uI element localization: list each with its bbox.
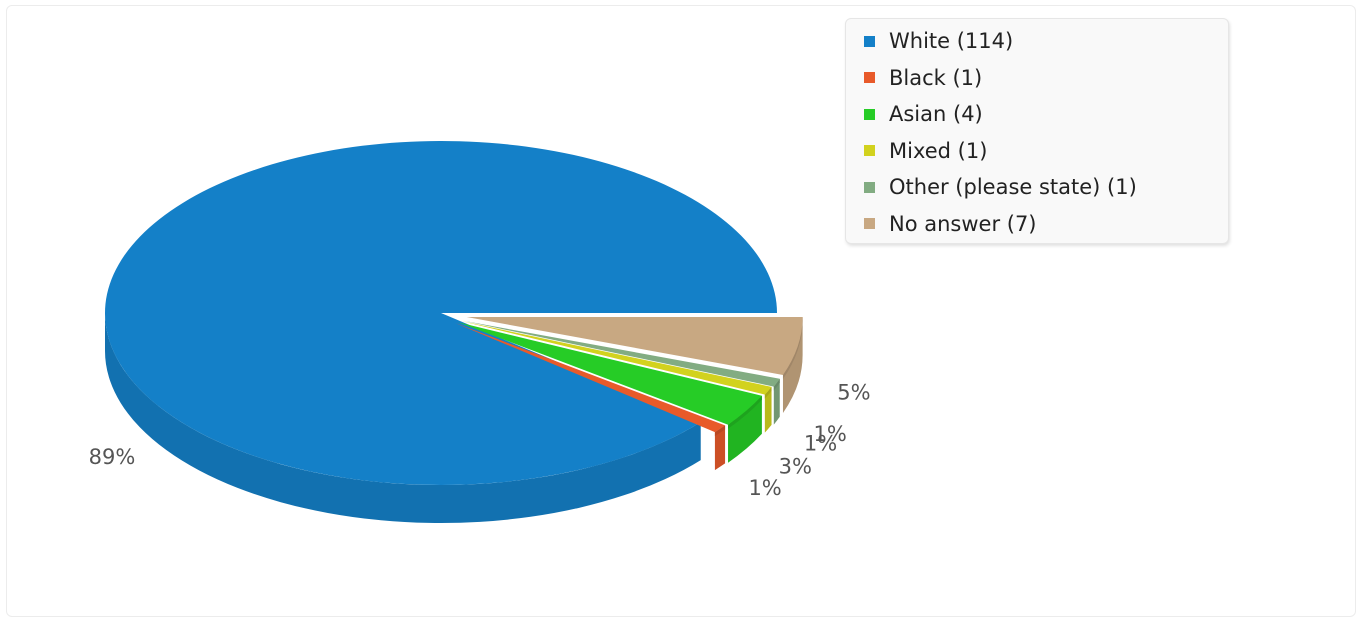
legend-swatch	[864, 181, 875, 193]
pie-label-black: 1%	[748, 476, 781, 500]
pie-side-mixed	[764, 386, 772, 433]
legend-item-asian[interactable]: Asian (4)	[846, 96, 1228, 133]
pie-label-no-answer: 5%	[837, 380, 870, 404]
pie-slice-white	[105, 141, 777, 486]
pie-slice-asian	[458, 322, 762, 425]
legend-label: White (114)	[889, 29, 1014, 54]
pie-label-white: 89%	[89, 445, 136, 469]
legend-item-other[interactable]: Other (please state) (1)	[846, 169, 1228, 206]
legend-swatch	[864, 108, 875, 120]
legend-label: Mixed (1)	[889, 138, 988, 163]
pie-side-white	[105, 313, 701, 523]
legend-swatch	[864, 218, 875, 230]
pie-slice-mixed	[461, 321, 772, 395]
legend-swatch	[864, 35, 875, 47]
pie-label-other: 1%	[814, 422, 847, 446]
pie-side-black	[714, 425, 726, 471]
pie-side-no-answer	[782, 317, 803, 413]
legend-label: Other (please state) (1)	[889, 175, 1137, 200]
legend-item-white[interactable]: White (114)	[846, 23, 1228, 60]
legend-item-mixed[interactable]: Mixed (1)	[846, 133, 1228, 170]
pie-lip-other	[773, 378, 780, 391]
legend-label: No answer (7)	[889, 211, 1037, 236]
legend: White (114) Black (1) Asian (4) Mixed (1…	[845, 18, 1229, 244]
pie-lip-black	[714, 425, 726, 437]
pie-slice-black	[455, 322, 726, 433]
legend-swatch	[864, 145, 875, 157]
pie-label-mixed: 1%	[804, 432, 837, 456]
pie-side-other	[773, 378, 780, 425]
pie-slice-other	[463, 320, 780, 387]
pie-lip-mixed	[764, 386, 772, 399]
legend-swatch	[864, 72, 875, 84]
legend-item-no-answer[interactable]: No answer (7)	[846, 206, 1228, 243]
pie-side-asian	[728, 395, 762, 463]
legend-label: Black (1)	[889, 65, 983, 90]
pie-label-asian: 3%	[779, 455, 812, 479]
pie-slice-no-answer	[466, 317, 803, 375]
legend-label: Asian (4)	[889, 102, 983, 127]
legend-item-black[interactable]: Black (1)	[846, 60, 1228, 97]
